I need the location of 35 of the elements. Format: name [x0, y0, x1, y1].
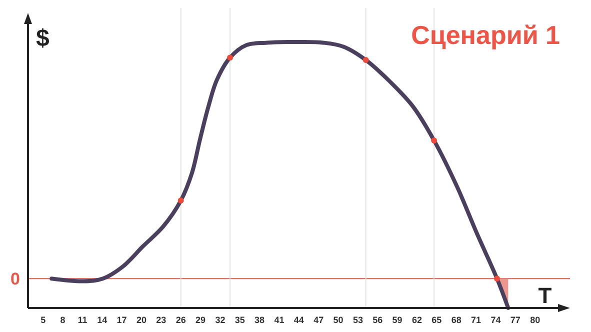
x-tick-label: 17: [116, 315, 127, 325]
x-axis-title: T: [538, 283, 552, 308]
x-tick-label: 35: [234, 315, 245, 325]
x-tick-label: 47: [314, 315, 324, 325]
x-tick-label: 74: [490, 315, 501, 325]
x-tick-label: 20: [136, 315, 146, 325]
x-tick-label: 5: [40, 315, 46, 325]
x-tick-label: 80: [530, 315, 540, 325]
x-tick-label: 62: [412, 315, 422, 325]
x-tick-label: 59: [392, 315, 402, 325]
point: [362, 56, 369, 63]
x-tick-label: 50: [333, 315, 344, 325]
x-tick-label: 29: [196, 315, 206, 325]
point: [494, 276, 500, 282]
x-tick-label: 38: [254, 315, 265, 325]
x-tick-label: 44: [294, 315, 304, 325]
ref-line-label: 0: [10, 270, 20, 289]
point: [178, 198, 184, 204]
x-tick-label: 14: [97, 315, 108, 325]
x-tick-label: 68: [451, 315, 462, 325]
y-axis-title: $: [36, 25, 50, 52]
x-tick-label: 41: [274, 315, 284, 325]
x-tick-label: 8: [60, 315, 66, 325]
x-tick-label: 32: [215, 315, 226, 325]
x-tick-label: 77: [510, 315, 520, 325]
x-tick-label: 53: [352, 315, 363, 325]
x-tick-label: 56: [372, 315, 383, 325]
x-tick-label: 26: [176, 315, 186, 325]
point: [227, 54, 234, 61]
x-tick-label: 23: [156, 315, 166, 325]
x-tick-label: 65: [432, 315, 442, 325]
chart-title: Сценарий 1: [411, 20, 560, 50]
x-tick-label: 71: [471, 315, 482, 325]
point: [431, 137, 438, 144]
x-tick-label: 11: [78, 315, 88, 325]
